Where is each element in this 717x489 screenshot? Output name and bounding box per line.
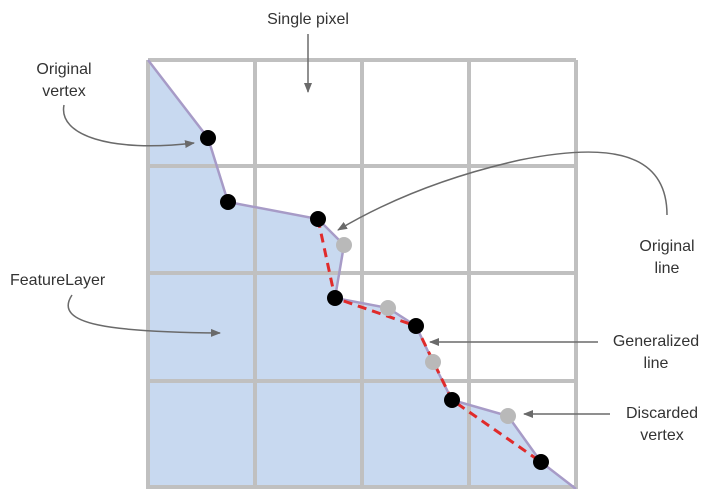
original-vertex-line-2: vertex	[42, 83, 86, 100]
discarded-vertex	[500, 408, 516, 424]
kept-vertices	[200, 130, 549, 470]
callouts	[62, 34, 668, 418]
generalized-line-line-1: Generalized	[612, 333, 700, 350]
single-pixel-label: Single pixel	[240, 9, 376, 31]
generalized-line-label: Generalized line	[600, 331, 712, 375]
original-vertex	[310, 211, 326, 227]
feature-layer-label: FeatureLayer	[10, 270, 105, 292]
discarded-vertex-line-2: vertex	[640, 427, 684, 444]
original-vertex	[327, 290, 343, 306]
original-vertex	[533, 454, 549, 470]
original-vertex-line-1: Original	[36, 61, 92, 78]
original-vertex	[220, 194, 236, 210]
original-vertex	[200, 130, 216, 146]
original-line-line-1: Original	[639, 238, 695, 255]
discarded-vertex-label: Discarded vertex	[612, 403, 712, 447]
single-pixel-text: Single pixel	[267, 11, 349, 28]
discarded-vertex	[380, 300, 396, 316]
generalized-line-line-2: line	[643, 355, 669, 372]
feature-layer-text: FeatureLayer	[10, 272, 106, 289]
original-vertex-label: Original vertex	[22, 59, 106, 103]
discarded-vertex-line-1: Discarded	[625, 405, 699, 422]
pixel-grid	[146, 58, 578, 489]
original-vertex	[408, 318, 424, 334]
discarded-vertex	[425, 354, 441, 370]
original-vertex	[444, 392, 460, 408]
original-line-line-2: line	[654, 260, 680, 277]
original-vertex-callout-arrow	[62, 104, 195, 149]
feature-layer-callout-arrow	[67, 294, 221, 337]
original-line-label: Original line	[622, 236, 712, 280]
discarded-vertices	[336, 237, 516, 424]
original-line-callout-arrow	[337, 151, 668, 231]
discarded-vertex	[336, 237, 352, 253]
